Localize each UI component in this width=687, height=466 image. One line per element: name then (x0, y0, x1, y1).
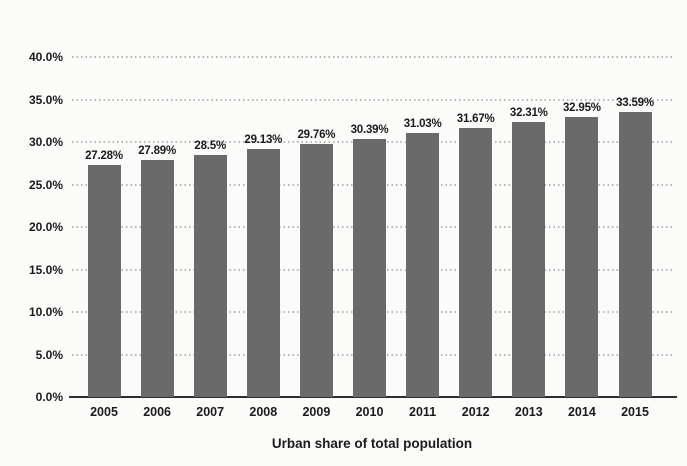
gridline (72, 98, 672, 101)
bar-value-label: 27.89% (138, 144, 176, 157)
y-tick-label: 30.0% (28, 135, 63, 149)
y-tick-label: 5.0% (35, 347, 63, 362)
bar-value-label: 29.13% (244, 134, 283, 147)
x-tick-label: 2010 (355, 405, 384, 419)
x-tick-label: 2007 (196, 405, 225, 419)
x-tick-label: 2009 (302, 405, 331, 419)
x-tick-label: 2006 (143, 405, 171, 419)
bar (459, 127, 493, 397)
bar-value-label: 32.31% (509, 107, 548, 120)
y-tick-label: 20.0% (28, 220, 63, 234)
bar-value-label: 29.76% (297, 129, 336, 142)
bar (618, 111, 652, 397)
bar-value-label: 33.59% (616, 96, 654, 109)
x-tick-label: 2011 (409, 405, 437, 419)
bar-value-label: 30.39% (350, 123, 389, 136)
x-tick-label: 2015 (621, 405, 649, 419)
plot-area: 27.28% 27.89% 28.5% 29.13% 29.76% 30.39% 31.03… (69, 56, 677, 398)
y-tick-label: 0.0% (35, 390, 63, 404)
y-tick-label: 25.0% (28, 177, 63, 192)
bar-value-label: 28.5% (194, 139, 226, 152)
x-tick-label: 2008 (249, 405, 278, 419)
bar (140, 159, 174, 397)
x-axis-line (69, 396, 677, 398)
bar-value-label: 32.95% (562, 101, 601, 114)
bar (565, 116, 599, 397)
bar (512, 122, 546, 397)
y-tick-label: 35.0% (28, 92, 63, 107)
bar (246, 149, 280, 397)
chart-title: Urban share of total population (271, 436, 473, 451)
x-tick-label: 2013 (514, 405, 543, 419)
y-tick-label: 40.0% (28, 50, 63, 64)
bar-value-label: 31.03% (403, 118, 442, 131)
y-tick-label: 10.0% (28, 305, 63, 319)
bar-value-label: 31.67% (456, 112, 495, 125)
x-tick-label: 2012 (461, 405, 490, 419)
bar (193, 154, 227, 397)
bar (299, 144, 333, 397)
bar-value-label: 27.28% (85, 150, 123, 163)
x-tick-label: 2014 (567, 405, 596, 419)
bar (87, 165, 121, 397)
x-tick-label: 2005 (90, 405, 118, 419)
gridline (72, 56, 672, 58)
bar (406, 133, 440, 397)
bar (353, 138, 386, 397)
y-tick-label: 15.0% (28, 262, 63, 277)
